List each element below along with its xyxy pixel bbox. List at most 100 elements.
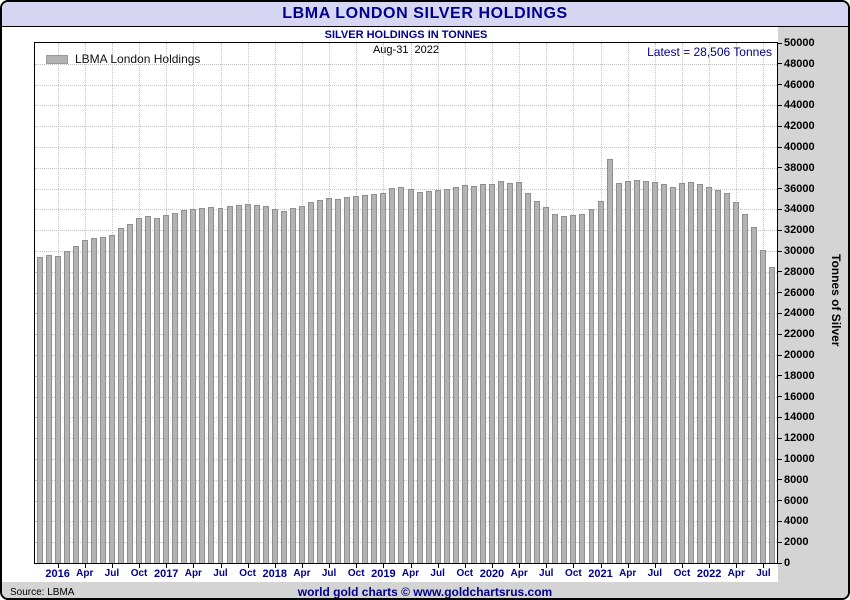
bar: [751, 227, 758, 563]
y-tick-mark: [777, 271, 782, 272]
x-tick-label: Apr: [293, 568, 311, 579]
bottom-margin: [2, 582, 848, 598]
y-tick-mark: [777, 500, 782, 501]
y-tick-mark: [777, 167, 782, 168]
x-tick-mark: [111, 564, 113, 568]
bar: [117, 228, 124, 563]
x-tick-label: Jul: [539, 568, 554, 579]
bar: [434, 189, 441, 563]
x-tick-mark: [84, 564, 86, 568]
bar: [697, 183, 704, 563]
legend: LBMA London Holdings: [46, 52, 200, 66]
x-tick-label: Jul: [104, 568, 120, 579]
chart-date: Aug-31 2022: [372, 44, 440, 56]
bar: [443, 188, 450, 563]
bar: [371, 194, 378, 563]
y-tick-label: 50000: [784, 37, 815, 49]
y-tick-mark: [777, 63, 782, 64]
bar: [81, 239, 88, 563]
y-tick-label: 42000: [784, 120, 815, 133]
y-tick-label: 4000: [784, 515, 809, 528]
x-tick-label: Oct: [565, 568, 582, 579]
legend-label: LBMA London Holdings: [75, 52, 201, 66]
x-tick-label: Jul: [430, 568, 445, 579]
bar: [615, 183, 622, 563]
bar: [127, 223, 133, 563]
h-gridline: [35, 188, 777, 190]
x-tick-label: Oct: [239, 568, 256, 579]
credit-label: world gold charts © www.goldchartsrus.co…: [297, 585, 553, 599]
bar: [416, 191, 423, 563]
x-tick-mark: [57, 564, 59, 568]
bar: [253, 204, 260, 563]
bar: [235, 205, 242, 563]
bar: [280, 211, 287, 563]
bar: [63, 251, 70, 563]
bar: [425, 190, 432, 563]
x-tick-mark: [627, 564, 629, 568]
x-tick-mark: [491, 564, 493, 568]
bar: [651, 182, 658, 563]
y-tick-label: 32000: [784, 224, 815, 237]
chart-subtitle: SILVER HOLDINGS IN TONNES: [324, 29, 488, 41]
y-tick-mark: [777, 313, 782, 314]
x-tick-label: Oct: [456, 568, 474, 579]
y-tick-label: 18000: [784, 369, 815, 382]
y-tick-mark: [777, 396, 782, 397]
y-tick-label: 16000: [784, 390, 815, 403]
bar: [90, 238, 97, 563]
bar: [36, 257, 43, 563]
bar: [606, 159, 613, 563]
bar: [362, 194, 369, 563]
x-tick-label: Jul: [321, 568, 337, 579]
y-tick-mark: [777, 105, 782, 106]
h-gridline: [35, 375, 777, 377]
x-tick-mark: [247, 564, 249, 568]
bar: [45, 255, 52, 563]
x-tick-mark: [709, 564, 711, 568]
h-gridline: [35, 542, 777, 544]
x-tick-label: Apr: [401, 568, 420, 579]
h-gridline: [35, 105, 777, 107]
bar: [624, 181, 631, 563]
y-axis-title: Tonnes of Silver: [829, 254, 843, 347]
x-tick-label: 2020: [479, 568, 505, 580]
bar: [679, 183, 685, 563]
y-tick-mark: [777, 479, 782, 480]
x-tick-label: Apr: [184, 568, 202, 579]
bar: [760, 249, 767, 563]
h-gridline: [35, 334, 777, 336]
bar: [208, 207, 215, 563]
y-tick-mark: [777, 355, 782, 356]
h-gridline: [35, 459, 777, 460]
bar: [452, 186, 459, 563]
bar: [688, 182, 695, 563]
x-tick-label: Apr: [76, 568, 94, 579]
y-tick-mark: [777, 230, 782, 231]
h-gridline: [35, 355, 777, 356]
x-tick-mark: [301, 564, 303, 568]
y-tick-label: 2000: [784, 536, 809, 549]
x-tick-mark: [383, 564, 385, 568]
y-tick-label: 28000: [784, 265, 815, 278]
x-tick-label: Jul: [756, 568, 771, 579]
chart-plot: [34, 42, 778, 564]
x-tick-mark: [763, 564, 765, 568]
h-gridline: [35, 396, 777, 398]
y-tick-label: 6000: [784, 494, 809, 507]
y-tick-label: 46000: [784, 78, 815, 91]
x-tick-label: 2022: [696, 568, 722, 580]
bar: [733, 202, 740, 563]
x-tick-label: Apr: [510, 568, 528, 579]
legend-swatch-icon: [46, 54, 68, 64]
bar: [262, 206, 269, 563]
bar: [317, 200, 324, 563]
y-tick-label: 40000: [784, 141, 815, 153]
x-tick-mark: [519, 564, 521, 568]
x-tick-label: 2021: [588, 568, 613, 580]
bar: [470, 186, 477, 563]
h-gridline: [35, 251, 777, 252]
bar: [642, 181, 649, 563]
bar: [181, 210, 188, 563]
y-tick-label: 14000: [784, 411, 815, 424]
